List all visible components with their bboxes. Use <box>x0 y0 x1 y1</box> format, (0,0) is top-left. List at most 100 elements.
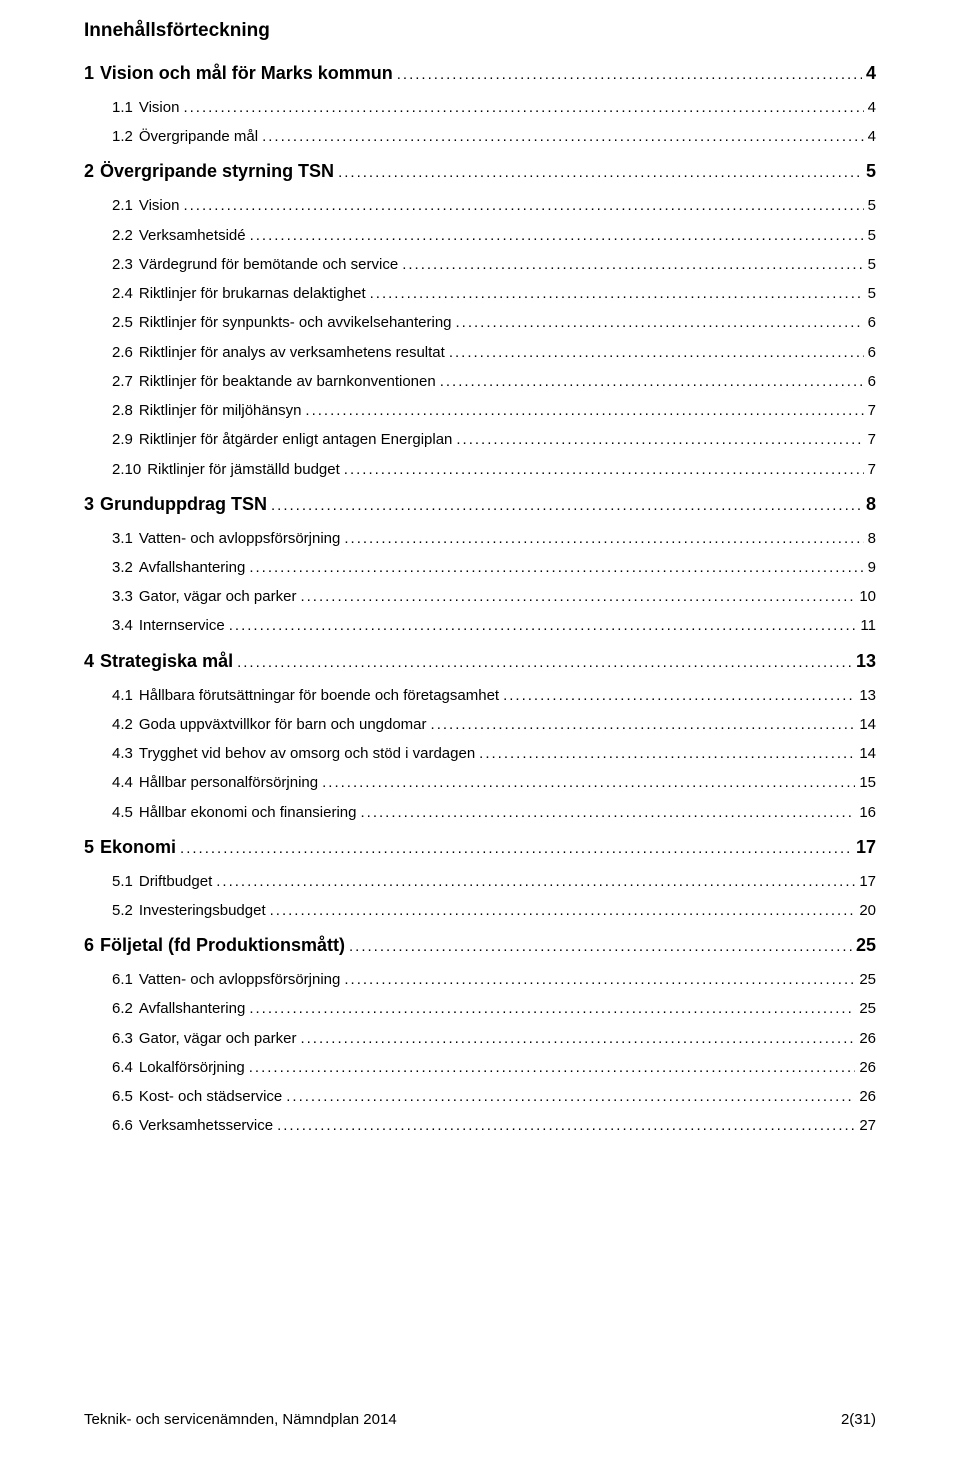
toc-entry[interactable]: 1.1Vision...............................… <box>84 96 876 119</box>
toc-entry-leader: ........................................… <box>180 837 852 860</box>
toc-entry[interactable]: 6.5Kost- och städservice................… <box>84 1085 876 1108</box>
toc-entry-label: Hållbara förutsättningar för boende och … <box>139 684 503 707</box>
toc-entry-page: 9 <box>864 556 876 579</box>
toc-entry-leader: ........................................… <box>277 1114 855 1137</box>
toc-entry-page: 7 <box>864 399 876 422</box>
toc-entry-leader: ........................................… <box>338 161 862 184</box>
toc-entry[interactable]: 2.8Riktlinjer för miljöhänsyn...........… <box>84 399 876 422</box>
toc-entry-label: Värdegrund för bemötande och service <box>139 253 402 276</box>
toc-entry-page: 15 <box>855 771 876 794</box>
toc-entry[interactable]: 2.2Verksamhetsidé.......................… <box>84 224 876 247</box>
toc-entry-leader: ........................................… <box>183 96 863 119</box>
toc-entry-label: Internservice <box>139 614 229 637</box>
toc-entry[interactable]: 4.2Goda uppväxtvillkor för barn och ungd… <box>84 713 876 736</box>
toc-entry-number: 5.2 <box>112 899 139 922</box>
toc-entry[interactable]: 1Vision och mål för Marks kommun........… <box>84 60 876 88</box>
toc-entry-page: 10 <box>855 585 876 608</box>
toc-entry-leader: ........................................… <box>183 194 863 217</box>
toc-entry-page: 4 <box>862 60 876 88</box>
toc-entry[interactable]: 2Övergripande styrning TSN..............… <box>84 158 876 186</box>
toc-entry-leader: ........................................… <box>229 614 857 637</box>
toc-entry[interactable]: 2.1Vision...............................… <box>84 194 876 217</box>
toc-entry[interactable]: 2.3Värdegrund för bemötande och service.… <box>84 253 876 276</box>
toc-entry-page: 14 <box>855 713 876 736</box>
toc-entry-leader: ........................................… <box>249 556 863 579</box>
toc-entry[interactable]: 3Grunduppdrag TSN.......................… <box>84 491 876 519</box>
toc-entry[interactable]: 2.6Riktlinjer för analys av verksamheten… <box>84 341 876 364</box>
toc-entry[interactable]: 3.2Avfallshantering.....................… <box>84 556 876 579</box>
toc-entry-number: 3.2 <box>112 556 139 579</box>
toc-entry[interactable]: 2.9Riktlinjer för åtgärder enligt antage… <box>84 428 876 451</box>
toc-entry-number: 4.3 <box>112 742 139 765</box>
toc-entry-leader: ........................................… <box>479 742 855 765</box>
toc-entry-page: 7 <box>864 458 876 481</box>
toc-entry[interactable]: 6Följetal (fd Produktionsmått)..........… <box>84 932 876 960</box>
toc-entry-number: 2.3 <box>112 253 139 276</box>
toc-entry-number: 6.3 <box>112 1027 139 1050</box>
toc-entry[interactable]: 4.4Hållbar personalförsörjning..........… <box>84 771 876 794</box>
toc-entry-number: 1.2 <box>112 125 139 148</box>
toc-entry[interactable]: 4Strategiska mål........................… <box>84 648 876 676</box>
toc-entry[interactable]: 6.6Verksamhetsservice...................… <box>84 1114 876 1137</box>
toc-entry[interactable]: 2.10Riktlinjer för jämställd budget.....… <box>84 458 876 481</box>
toc-entry-label: Verksamhetsidé <box>139 224 250 247</box>
toc-entry[interactable]: 4.1Hållbara förutsättningar för boende o… <box>84 684 876 707</box>
toc-body: 1Vision och mål för Marks kommun........… <box>84 60 876 1138</box>
toc-entry-number: 4 <box>84 648 100 676</box>
toc-entry-number: 6.2 <box>112 997 139 1020</box>
toc-entry-page: 25 <box>852 932 876 960</box>
toc-entry-number: 6.6 <box>112 1114 139 1137</box>
toc-entry-page: 27 <box>855 1114 876 1137</box>
footer-right: 2(31) <box>841 1411 876 1428</box>
toc-entry-leader: ........................................… <box>270 899 856 922</box>
toc-entry-label: Hållbar ekonomi och finansiering <box>139 801 361 824</box>
toc-entry-label: Riktlinjer för analys av verksamhetens r… <box>139 341 449 364</box>
toc-entry[interactable]: 5Ekonomi................................… <box>84 834 876 862</box>
toc-entry[interactable]: 5.1Driftbudget..........................… <box>84 870 876 893</box>
toc-entry-page: 11 <box>856 614 876 637</box>
toc-entry-number: 2.4 <box>112 282 139 305</box>
toc-entry-leader: ........................................… <box>402 253 863 276</box>
toc-entry[interactable]: 2.4Riktlinjer för brukarnas delaktighet.… <box>84 282 876 305</box>
toc-entry-leader: ........................................… <box>397 63 862 86</box>
toc-entry-leader: ........................................… <box>249 1056 856 1079</box>
toc-entry[interactable]: 3.1Vatten- och avloppsförsörjning.......… <box>84 527 876 550</box>
toc-entry-number: 4.5 <box>112 801 139 824</box>
toc-entry-page: 26 <box>855 1085 876 1108</box>
toc-entry[interactable]: 6.1Vatten- och avloppsförsörjning.......… <box>84 968 876 991</box>
toc-entry-label: Hållbar personalförsörjning <box>139 771 322 794</box>
toc-entry[interactable]: 3.4Internservice........................… <box>84 614 876 637</box>
toc-entry-leader: ........................................… <box>370 282 864 305</box>
toc-entry-number: 2.7 <box>112 370 139 393</box>
toc-entry[interactable]: 5.2Investeringsbudget...................… <box>84 899 876 922</box>
toc-entry[interactable]: 4.5Hållbar ekonomi och finansiering.....… <box>84 801 876 824</box>
toc-entry-leader: ........................................… <box>344 968 855 991</box>
toc-entry-leader: ........................................… <box>237 651 852 674</box>
toc-entry-number: 1.1 <box>112 96 139 119</box>
toc-entry-label: Goda uppväxtvillkor för barn och ungdoma… <box>139 713 431 736</box>
toc-entry-page: 8 <box>862 491 876 519</box>
toc-entry-number: 2.5 <box>112 311 139 334</box>
toc-entry-label: Investeringsbudget <box>139 899 270 922</box>
toc-entry[interactable]: 6.2Avfallshantering.....................… <box>84 997 876 1020</box>
toc-entry-page: 6 <box>864 311 876 334</box>
toc-entry-page: 4 <box>864 125 876 148</box>
toc-entry[interactable]: 2.5Riktlinjer för synpunkts- och avvikel… <box>84 311 876 334</box>
document-page: Innehållsförteckning 1Vision och mål för… <box>0 0 960 1463</box>
toc-entry[interactable]: 3.3Gator, vägar och parker..............… <box>84 585 876 608</box>
toc-entry-page: 5 <box>862 158 876 186</box>
toc-entry-leader: ........................................… <box>305 399 863 422</box>
toc-entry-page: 8 <box>864 527 876 550</box>
toc-entry-page: 13 <box>855 684 876 707</box>
toc-entry-page: 5 <box>864 194 876 217</box>
toc-entry-label: Gator, vägar och parker <box>139 1027 301 1050</box>
toc-entry-page: 4 <box>864 96 876 119</box>
toc-entry-label: Riktlinjer för åtgärder enligt antagen E… <box>139 428 457 451</box>
toc-entry-label: Driftbudget <box>139 870 216 893</box>
toc-entry[interactable]: 6.3Gator, vägar och parker..............… <box>84 1027 876 1050</box>
toc-entry[interactable]: 1.2Övergripande mål.....................… <box>84 125 876 148</box>
toc-entry[interactable]: 4.3Trygghet vid behov av omsorg och stöd… <box>84 742 876 765</box>
toc-entry[interactable]: 6.4Lokalförsörjning.....................… <box>84 1056 876 1079</box>
toc-entry-leader: ........................................… <box>322 771 855 794</box>
toc-entry[interactable]: 2.7Riktlinjer för beaktande av barnkonve… <box>84 370 876 393</box>
